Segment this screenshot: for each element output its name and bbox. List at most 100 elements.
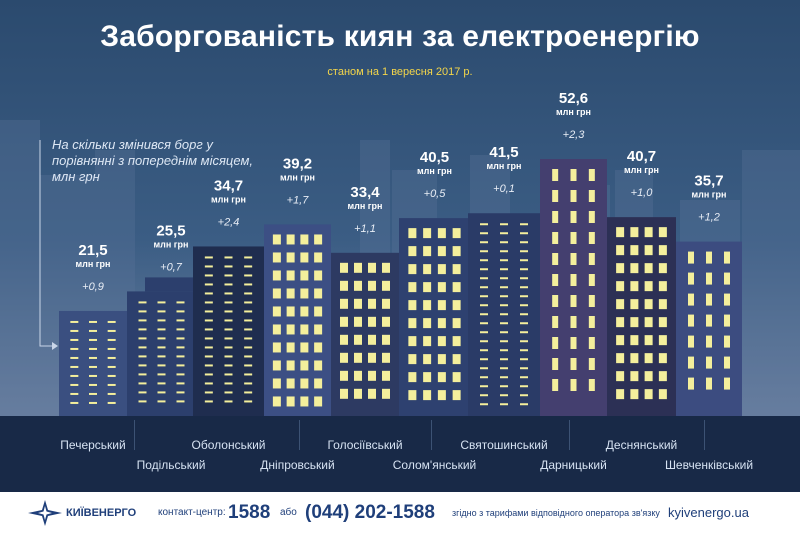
district-label: Печерський xyxy=(60,438,126,452)
building-window xyxy=(570,211,577,223)
building-window xyxy=(452,354,461,365)
building-window xyxy=(224,256,233,259)
building-window xyxy=(552,253,559,265)
building-window xyxy=(480,394,488,397)
building-window xyxy=(204,256,213,259)
building-window xyxy=(204,319,213,322)
building-window xyxy=(382,334,390,345)
building-window xyxy=(354,298,362,309)
building-window xyxy=(286,306,295,317)
building-window xyxy=(107,338,116,341)
building-window xyxy=(300,324,309,335)
building-window xyxy=(286,378,295,389)
building-window xyxy=(176,382,185,385)
data-label-value: 33,4 xyxy=(350,184,380,201)
building-window xyxy=(500,385,508,388)
building-window xyxy=(70,338,79,341)
building-window xyxy=(500,304,508,307)
building-window xyxy=(107,329,116,332)
building-3 xyxy=(193,246,264,416)
building-window xyxy=(204,265,213,268)
building-window xyxy=(157,373,166,376)
building-window xyxy=(382,352,390,363)
building-window xyxy=(500,322,508,325)
building-window xyxy=(138,382,147,385)
building-window xyxy=(588,379,595,391)
building-window xyxy=(616,389,625,400)
building-window xyxy=(89,338,97,341)
buildings-layer xyxy=(59,159,742,416)
building-window xyxy=(500,403,508,406)
building-window xyxy=(138,319,147,322)
building-window xyxy=(354,316,362,327)
building-window xyxy=(89,392,97,395)
tariff-note: згідно з тарифами відповідного оператора… xyxy=(452,507,660,518)
building-window xyxy=(480,385,488,388)
building-window xyxy=(314,324,323,335)
building-window xyxy=(340,370,348,381)
building-window xyxy=(658,335,667,346)
district-label: Дарницький xyxy=(540,458,607,472)
building-window xyxy=(244,391,253,394)
building-window xyxy=(480,259,488,262)
building-window xyxy=(520,403,528,406)
building-7 xyxy=(468,213,540,416)
building-window xyxy=(107,365,116,368)
building-window xyxy=(552,295,559,307)
building-window xyxy=(176,364,185,367)
building-window xyxy=(437,318,446,329)
data-label-change: +1,1 xyxy=(354,223,376,235)
building-window xyxy=(89,365,97,368)
bar-building xyxy=(59,310,127,416)
building-window xyxy=(437,282,446,293)
building-window xyxy=(480,232,488,235)
building-window xyxy=(272,324,281,335)
building-window xyxy=(437,372,446,383)
building-window xyxy=(176,328,185,331)
data-label-value: 40,7 xyxy=(627,148,656,165)
building-window xyxy=(452,282,461,293)
building-window xyxy=(70,329,79,332)
building-window xyxy=(300,342,309,353)
building-window xyxy=(204,400,213,403)
building-window xyxy=(107,356,116,359)
building-window xyxy=(588,274,595,286)
building-window xyxy=(724,314,730,327)
district-label: Деснянський xyxy=(605,438,678,452)
building-window xyxy=(89,320,97,323)
building-window xyxy=(224,355,233,358)
building-window xyxy=(157,382,166,385)
building-window xyxy=(500,349,508,352)
building-window xyxy=(480,277,488,280)
building-window xyxy=(224,346,233,349)
building-window xyxy=(244,256,253,259)
building-window xyxy=(520,376,528,379)
building-window xyxy=(658,317,667,328)
building-10 xyxy=(676,241,742,416)
website-link[interactable]: kyivenergo.ua xyxy=(668,505,749,520)
building-window xyxy=(244,364,253,367)
building-window xyxy=(224,373,233,376)
building-window xyxy=(382,280,390,291)
building-window xyxy=(520,313,528,316)
building-window xyxy=(300,288,309,299)
label-divider xyxy=(134,420,135,450)
building-window xyxy=(176,373,185,376)
building-window xyxy=(354,334,362,345)
building-window xyxy=(138,355,147,358)
building-window xyxy=(176,310,185,313)
building-window xyxy=(706,377,712,390)
building-window xyxy=(423,246,432,257)
building-window xyxy=(706,314,712,327)
building-window xyxy=(138,400,147,403)
building-window xyxy=(616,299,625,310)
building-window xyxy=(644,335,653,346)
building-window xyxy=(244,319,253,322)
building-window xyxy=(89,374,97,377)
building-window xyxy=(452,300,461,311)
building-window xyxy=(382,316,390,327)
building-window xyxy=(272,342,281,353)
building-window xyxy=(368,298,376,309)
building-window xyxy=(244,274,253,277)
